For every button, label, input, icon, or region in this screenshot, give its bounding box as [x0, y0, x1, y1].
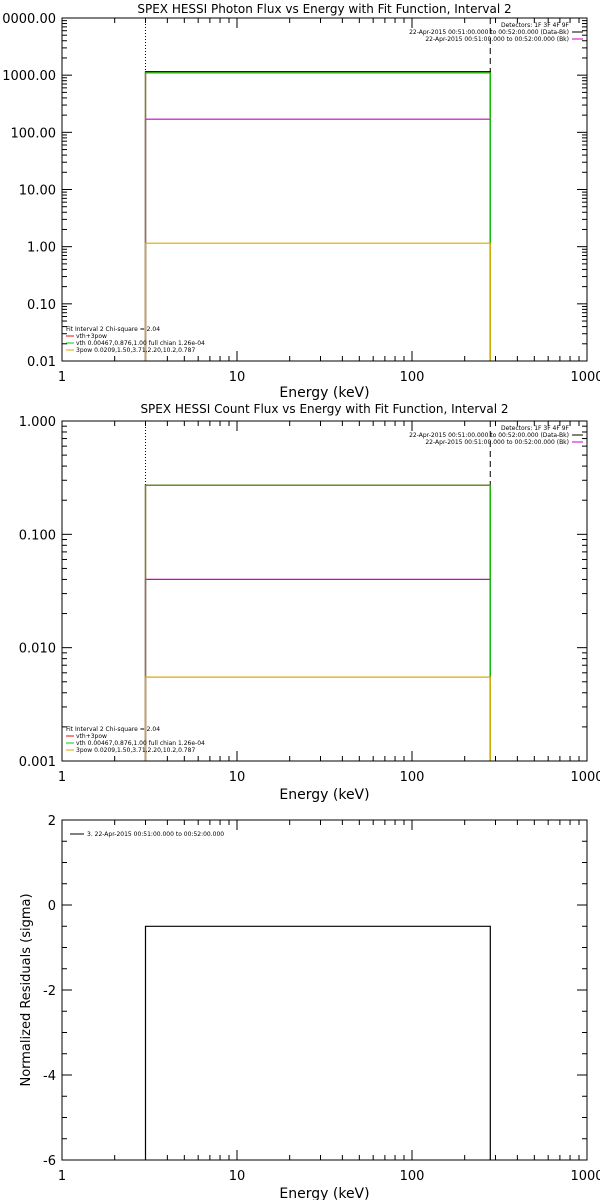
legend-bl-text: 3pow 0.0209,1.50,3.71,2.20,10.2,0.787 — [76, 747, 195, 754]
y-tick-label: -2 — [43, 984, 56, 999]
x-tick-label: 1000 — [570, 770, 600, 785]
y-tick-label: 1000.00 — [2, 69, 56, 84]
y-tick-label: 1.00 — [27, 241, 56, 256]
legend-tr-text: 22-Apr-2015 00:51:00.000 to 00:52:00.000… — [409, 432, 569, 439]
plot-frame — [61, 420, 588, 762]
y-tick-label: 0 — [48, 899, 56, 914]
x-tick-label: 10 — [229, 370, 246, 385]
legend-bl-text: Fit Interval 2 Chi-square = 2.04 — [66, 326, 160, 333]
x-tick-label: 10 — [229, 770, 246, 785]
plot-frame — [61, 819, 588, 1161]
chart-title: SPEX HESSI Photon Flux vs Energy with Fi… — [137, 2, 511, 16]
series-1-line — [144, 72, 491, 361]
x-tick-label: 10 — [229, 1169, 246, 1184]
x-tick-label: 1 — [58, 370, 66, 385]
legend-bl-text: vth+3pow — [76, 733, 107, 740]
y-tick-label: 1.000 — [19, 415, 56, 430]
series-0-line — [144, 71, 491, 361]
series-3-line — [144, 72, 491, 361]
x-tick-label: 1000 — [570, 1169, 600, 1184]
series-3-line — [144, 484, 491, 761]
plot-frame — [61, 17, 588, 362]
x-tick-label: 1000 — [570, 370, 600, 385]
x-tick-label: 100 — [400, 370, 425, 385]
x-tick-label: 1 — [58, 770, 66, 785]
chart-count: SPEX HESSI Count Flux vs Energy with Fit… — [19, 402, 600, 803]
series-4-line — [144, 242, 491, 361]
y-tick-label: 0000.00 — [2, 12, 56, 27]
legend-tr-text: 22-Apr-2015 00:51:00.000 to 00:52:00.000… — [409, 29, 569, 36]
series-0-line — [144, 925, 491, 1160]
y-tick-label: 100.00 — [11, 126, 57, 141]
x-axis-label: Energy (keV) — [279, 385, 369, 401]
chart-photon: SPEX HESSI Photon Flux vs Energy with Fi… — [2, 2, 600, 401]
legend-bl-text: vth+3pow — [76, 333, 107, 340]
legend-tr-text: Detectors: 1F 3F 4F 9F — [501, 22, 570, 29]
chart-title: SPEX HESSI Count Flux vs Energy with Fit… — [140, 402, 508, 416]
series-1-line — [144, 484, 491, 761]
chart-resid: Energy (keV) Normalized Residuals (sigma)… — [19, 814, 600, 1200]
legend-tr-text: 22-Apr-2015 00:51:00.000 to 00:52:00.000… — [425, 36, 569, 43]
series-2-line — [144, 118, 491, 361]
y-tick-label: 0.10 — [27, 298, 56, 313]
legend-tr-text: Detectors: 1F 3F 4F 9F — [501, 425, 570, 432]
x-axis-label: Energy (keV) — [279, 1186, 369, 1200]
x-tick-label: 100 — [400, 1169, 425, 1184]
series-0-line — [144, 484, 491, 761]
y-tick-label: 0.100 — [19, 528, 56, 543]
y-tick-label: 0.010 — [19, 642, 56, 657]
legend-bl-text: Fit Interval 2 Chi-square = 2.04 — [66, 726, 160, 733]
legend-bl-text: vth 0.00467,0.876,1.00 full chian 1.26e-… — [76, 740, 205, 747]
x-tick-label: 100 — [400, 770, 425, 785]
y-tick-label: 10.00 — [19, 184, 56, 199]
y-tick-label: -4 — [43, 1069, 56, 1084]
y-tick-label: 0.001 — [19, 755, 56, 770]
y-axis-label: Normalized Residuals (sigma) — [19, 893, 34, 1086]
y-tick-label: 0.01 — [27, 355, 56, 370]
series-2-line — [144, 578, 491, 761]
y-tick-label: 2 — [48, 814, 56, 829]
x-axis-label: Energy (keV) — [279, 787, 369, 803]
x-tick-label: 1 — [58, 1169, 66, 1184]
legend-bl-text: 3pow 0.0209,1.50,3.71,2.20,10.2,0.787 — [76, 347, 195, 354]
series-4-line — [144, 676, 491, 761]
legend-bl-text: vth 0.00467,0.876,1.00 full chian 1.26e-… — [76, 340, 205, 347]
legend-tl-text: 3. 22-Apr-2015 00:51:00.000 to 00:52:00.… — [87, 831, 224, 838]
y-tick-label: -6 — [43, 1154, 56, 1169]
legend-tr-text: 22-Apr-2015 00:51:00.000 to 00:52:00.000… — [425, 439, 569, 446]
